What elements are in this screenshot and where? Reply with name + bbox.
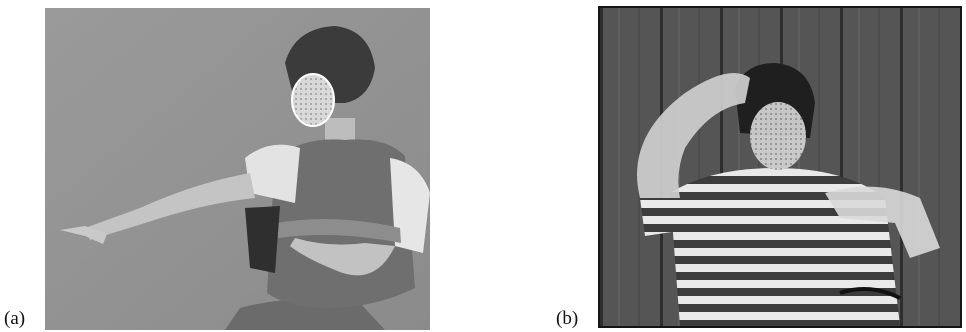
photo-a-image xyxy=(45,8,430,330)
panel-label-a: (a) xyxy=(4,308,26,329)
photo-panel-b xyxy=(598,6,962,328)
photo-b-image xyxy=(600,8,960,326)
photo-panel-a xyxy=(45,8,430,330)
panel-label-b: (b) xyxy=(556,308,579,329)
